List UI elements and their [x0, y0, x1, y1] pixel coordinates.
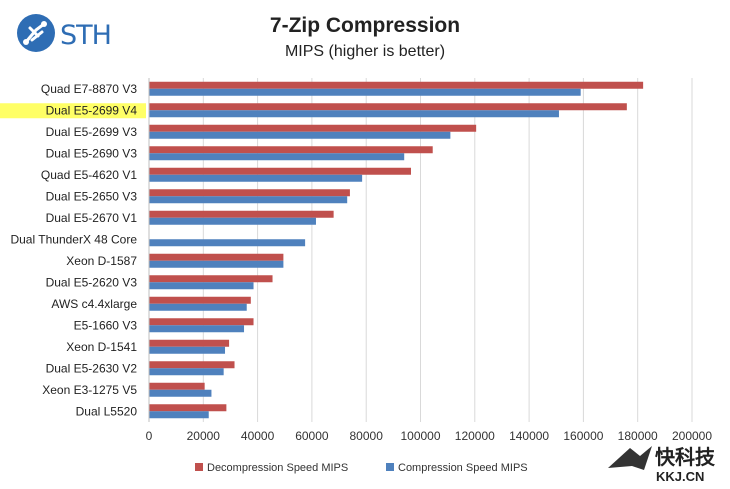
bar-decompression	[149, 81, 644, 89]
bar-compression	[149, 346, 226, 354]
x-tick-label: 200000	[672, 429, 712, 443]
category-labels: Quad E7-8870 V3 Dual E5-2699 V4 Dual E5-26…	[10, 82, 137, 419]
category-label: Dual E5-2670 V1	[46, 211, 138, 225]
category-label: Xeon D-1541	[66, 340, 137, 354]
x-tick-label: 20000	[187, 429, 221, 443]
category-label: Dual E5-2699 V3	[46, 125, 138, 139]
bar-compression	[149, 303, 247, 311]
category-label: Dual E5-2699 V4	[46, 103, 138, 117]
x-tick-labels: 0 20000 40000 60000 80000 100000 120000 140000 1…	[146, 429, 713, 443]
watermark-chinese: 快科技	[655, 445, 716, 469]
x-tick-label: 180000	[618, 429, 658, 443]
category-label: Dual E5-2650 V3	[46, 189, 138, 203]
category-label: Xeon E3-1275 V5	[42, 383, 137, 397]
bar-compression	[149, 389, 212, 397]
x-tick-label: 40000	[241, 429, 275, 443]
legend-label-decompression: Decompression Speed MIPS	[207, 462, 348, 474]
category-label: Dual E5-2620 V3	[46, 275, 138, 289]
bar-compression	[149, 239, 306, 247]
bar-decompression	[149, 296, 251, 304]
logo-text: STH	[60, 20, 111, 51]
category-label: Dual ThunderX 48 Core	[10, 232, 137, 246]
bar-compression	[149, 260, 284, 268]
watermark-url: KKJ.CN	[656, 469, 704, 484]
category-label: E5-1660 V3	[74, 318, 138, 332]
x-tick-label: 120000	[455, 429, 495, 443]
x-tick-label: 140000	[509, 429, 549, 443]
bar-decompression	[149, 361, 235, 369]
bar-decompression	[149, 253, 284, 261]
sth-logo: STH	[17, 14, 112, 52]
x-tick-label: 160000	[563, 429, 603, 443]
legend: Decompression Speed MIPS Compression Spe…	[195, 462, 528, 474]
watermark: 快科技 KKJ.CN	[608, 445, 716, 484]
bar-compression	[149, 217, 316, 225]
bar-compression	[149, 325, 245, 333]
bar-decompression	[149, 103, 627, 111]
bar-decompression	[149, 189, 350, 197]
bar-decompression	[149, 382, 205, 390]
bar-decompression	[149, 146, 433, 154]
bar-compression	[149, 174, 363, 182]
bar-compression	[149, 88, 581, 96]
bar-decompression	[149, 124, 477, 132]
bar-compression	[149, 131, 451, 139]
chart-title: 7-Zip Compression	[270, 14, 460, 37]
chart-subtitle: MIPS (higher is better)	[285, 43, 445, 60]
legend-swatch-compression	[386, 463, 394, 471]
bar-compression	[149, 110, 559, 118]
bar-compression	[149, 196, 348, 204]
bar-compression	[149, 411, 209, 419]
category-label: AWS c4.4xlarge	[51, 297, 137, 311]
category-label: Dual E5-2690 V3	[46, 146, 138, 160]
bar-compression	[149, 153, 405, 161]
bar-decompression	[149, 404, 227, 412]
category-label: Xeon D-1587	[66, 254, 137, 268]
legend-swatch-decompression	[195, 463, 203, 471]
bars	[149, 81, 644, 419]
category-label: Quad E7-8870 V3	[41, 82, 137, 96]
x-tick-label: 0	[146, 429, 153, 443]
bird-logo-icon	[608, 446, 652, 470]
bar-decompression	[149, 275, 273, 283]
bar-decompression	[149, 318, 254, 326]
bar-compression	[149, 282, 254, 290]
category-label: Dual L5520	[76, 404, 138, 418]
category-label: Quad E5-4620 V1	[41, 168, 137, 182]
logo-circuit-icon	[24, 22, 46, 44]
x-tick-label: 100000	[400, 429, 440, 443]
grid-lines	[148, 78, 693, 422]
bar-decompression	[149, 339, 230, 347]
x-tick-label: 80000	[350, 429, 384, 443]
bar-decompression	[149, 210, 334, 218]
x-tick-label: 60000	[295, 429, 329, 443]
highlight-band	[0, 103, 146, 119]
bar-compression	[149, 368, 224, 376]
bar-decompression	[149, 167, 411, 175]
legend-label-compression: Compression Speed MIPS	[398, 462, 528, 474]
category-label: Dual E5-2630 V2	[46, 361, 138, 375]
